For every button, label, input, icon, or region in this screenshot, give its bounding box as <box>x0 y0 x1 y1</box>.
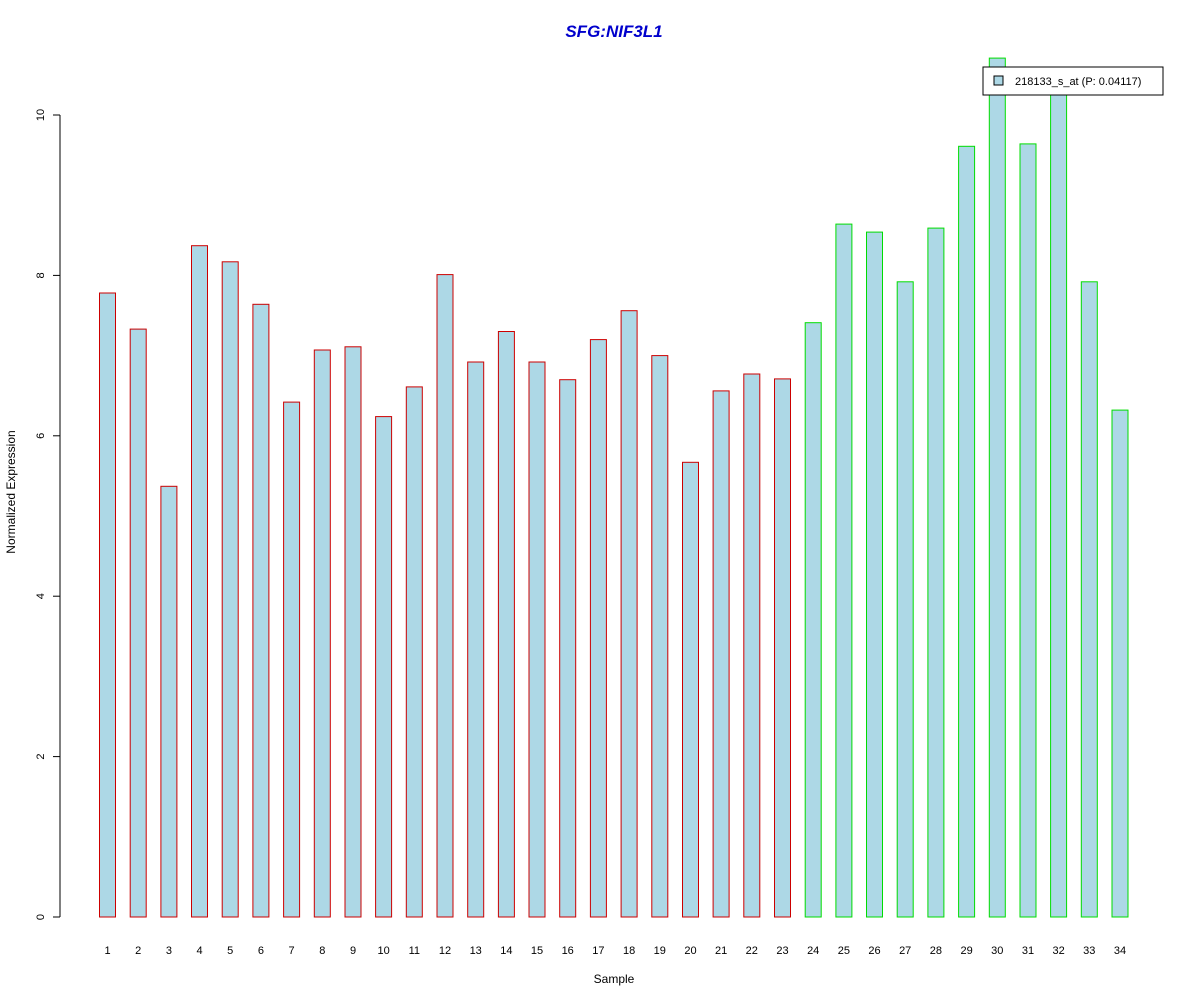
bar-sample-13 <box>467 361 485 918</box>
x-tick-label: 12 <box>439 945 451 957</box>
x-tick-label: 1 <box>104 945 110 957</box>
y-tick-label: 4 <box>35 593 47 599</box>
x-tick-label: 31 <box>1022 945 1034 957</box>
y-tick-label: 8 <box>35 272 47 278</box>
bar-sample-25 <box>835 223 853 918</box>
x-tick-label: 15 <box>531 945 543 957</box>
bar-sample-1 <box>99 292 116 918</box>
x-axis-label: Sample <box>594 972 635 986</box>
bar-sample-31 <box>1019 143 1037 918</box>
x-tick-label: 10 <box>377 945 389 957</box>
chart-title: SFG:NIF3L1 <box>565 22 662 41</box>
x-tick-label: 25 <box>838 945 850 957</box>
x-tick-label: 9 <box>350 945 356 957</box>
bar-sample-11 <box>405 386 423 918</box>
legend: 218133_s_at (P: 0.04117) <box>982 66 1164 96</box>
bar-sample-28 <box>927 227 945 918</box>
y-axis: 0 2 4 6 8 10 <box>35 109 61 920</box>
bar-sample-15 <box>528 361 546 918</box>
legend-box <box>982 66 1164 96</box>
bar-sample-8 <box>313 349 331 918</box>
x-tick-label: 8 <box>319 945 325 957</box>
y-tick-label: 6 <box>35 433 47 439</box>
x-tick-label: 21 <box>715 945 727 957</box>
x-tick-label: 6 <box>258 945 264 957</box>
bar-sample-20 <box>682 461 699 918</box>
x-tick-label: 17 <box>592 945 604 957</box>
x-tick-label: 5 <box>227 945 233 957</box>
x-tick-label: 24 <box>807 945 819 957</box>
bar-sample-23 <box>774 378 791 918</box>
x-tick-label: 34 <box>1114 945 1126 957</box>
x-tick-label: 26 <box>868 945 880 957</box>
bar-sample-4 <box>191 245 208 918</box>
bar-sample-16 <box>559 379 577 918</box>
y-tick-label: 10 <box>35 109 47 121</box>
x-tick-label: 22 <box>746 945 758 957</box>
bar-sample-3 <box>160 485 178 918</box>
bar-sample-2 <box>129 328 147 918</box>
bar-sample-26 <box>866 231 883 918</box>
x-tick-label: 2 <box>135 945 141 957</box>
bar-sample-18 <box>620 310 638 918</box>
x-tick-label: 7 <box>289 945 295 957</box>
x-tick-label: 29 <box>960 945 972 957</box>
x-tick-label: 4 <box>196 945 202 957</box>
bar-sample-29 <box>958 145 976 918</box>
y-axis-label: Normalized Expression <box>4 430 18 553</box>
x-tick-label: 23 <box>776 945 788 957</box>
bar-sample-7 <box>283 401 301 918</box>
x-tick-label: 27 <box>899 945 911 957</box>
bar-sample-24 <box>804 322 822 918</box>
y-tick-label: 0 <box>35 914 47 920</box>
bar-sample-34 <box>1111 409 1129 918</box>
bar-sample-6 <box>252 303 270 918</box>
x-tick-labels: 1 2 3 4 5 6 7 8 9 10 11 12 13 14 15 16 17 18 19 20 21 22 23 24 2… <box>104 945 1126 957</box>
x-tick-label: 18 <box>623 945 635 957</box>
x-tick-label: 11 <box>409 945 420 957</box>
x-tick-label: 3 <box>166 945 172 957</box>
bar-sample-9 <box>344 346 362 918</box>
bar-sample-12 <box>436 274 454 918</box>
x-tick-label: 14 <box>500 945 512 957</box>
bar-sample-22 <box>743 373 761 918</box>
x-tick-label: 20 <box>684 945 696 957</box>
bar-sample-5 <box>221 261 239 918</box>
bars-group <box>99 57 1129 918</box>
x-tick-label: 32 <box>1052 945 1064 957</box>
x-tick-label: 33 <box>1083 945 1095 957</box>
bar-sample-30 <box>988 57 1006 918</box>
legend-swatch <box>993 75 1004 86</box>
bar-sample-33 <box>1080 281 1098 918</box>
y-tick-label: 2 <box>35 754 47 760</box>
bar-sample-17 <box>589 339 607 918</box>
legend-label: 218133_s_at (P: 0.04117) <box>1015 76 1141 88</box>
bar-sample-27 <box>896 281 914 918</box>
x-tick-label: 30 <box>991 945 1003 957</box>
x-tick-label: 19 <box>654 945 666 957</box>
bar-sample-19 <box>651 355 669 918</box>
bar-sample-21 <box>712 390 730 918</box>
x-tick-label: 28 <box>930 945 942 957</box>
x-tick-label: 13 <box>470 945 482 957</box>
bar-sample-14 <box>497 331 515 918</box>
bar-sample-32 <box>1050 82 1068 918</box>
x-tick-label: 16 <box>562 945 574 957</box>
bar-sample-10 <box>375 416 393 918</box>
